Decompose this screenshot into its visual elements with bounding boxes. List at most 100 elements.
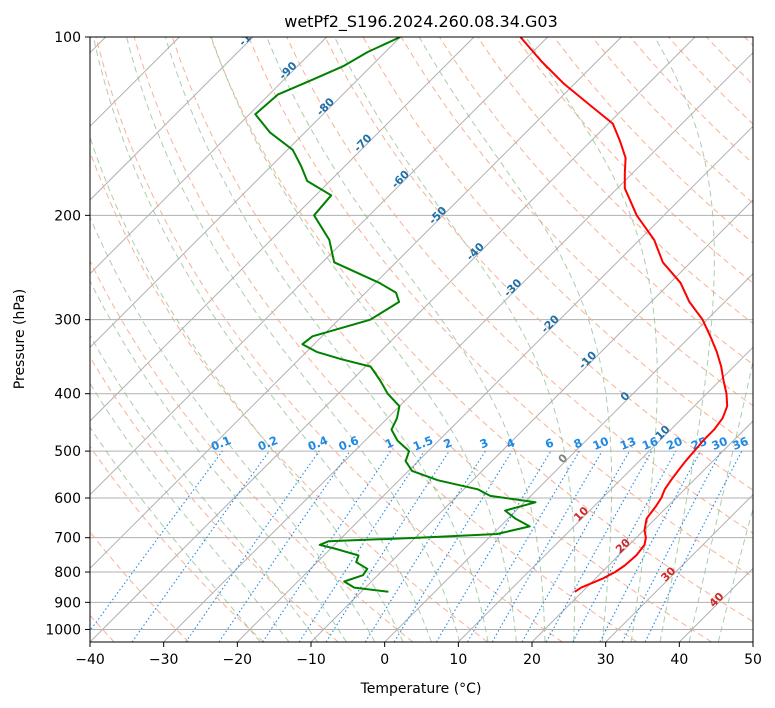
isotherm-line: [310, 199, 753, 642]
x-tick-label: −20: [223, 652, 253, 668]
dry-adiabat-line: [90, 445, 264, 642]
dry-adiabat-line: [744, 37, 753, 47]
moist-adiabat-line: [525, 37, 658, 642]
moist-adiabat-line: [90, 382, 290, 642]
y-tick-label: 400: [54, 387, 81, 403]
dry-adiabat-line: [90, 531, 190, 642]
x-tick-label: 20: [523, 652, 541, 668]
dry-adiabat-line: [95, 37, 563, 642]
isotherm-label: -60: [389, 167, 412, 190]
x-tick-label: 10: [449, 652, 467, 668]
isotherm-label: -70: [351, 131, 374, 154]
mixing-ratio-label: 1.5: [411, 433, 435, 454]
isotherm-line: [457, 346, 753, 642]
mixing-ratio-label: 2: [441, 435, 454, 451]
temperature-profile-line: [519, 37, 729, 593]
dry-adiabats: [90, 37, 753, 642]
plot-area: 0.1 0.2 0.4 0.6 1 1.5 2 3 4 6 8 10 13 16 20 25 30 36100-1…: [90, 37, 753, 642]
isotherm-line: [90, 37, 254, 201]
mixing-ratio-line: [545, 450, 653, 642]
isotherm-line: [531, 420, 753, 642]
y-tick-label: 100: [54, 30, 81, 46]
mixing-ratio-label: 20: [664, 434, 684, 453]
lower-isotherm-label: 10: [571, 504, 591, 524]
isotherm-line: [678, 567, 753, 642]
mixing-ratio-line: [218, 450, 351, 642]
mixing-ratio-label: 1: [383, 435, 396, 451]
moist-adiabat-line: [126, 37, 461, 642]
dry-adiabat-line: [248, 37, 753, 578]
dewpoint-profile-line: [254, 37, 537, 593]
y-tick-label: 800: [54, 565, 81, 581]
dry-adiabat-line: [515, 37, 753, 284]
isotherm-line: [90, 37, 696, 642]
mixing-ratio-label: 13: [618, 434, 638, 453]
dry-adiabat-line: [324, 37, 753, 491]
moist-adiabat-line: [90, 215, 376, 642]
isotherm-line: [236, 125, 753, 642]
x-axis-label: Temperature (°C): [360, 681, 482, 697]
mixing-ratio-line: [262, 450, 392, 642]
profile-lines: [254, 37, 729, 593]
isotherm-label: -90: [276, 59, 299, 82]
isotherm-label: -80: [314, 95, 337, 118]
moist-adiabat-line: [92, 37, 432, 642]
x-tick-label: 40: [670, 652, 688, 668]
dry-adiabat-line: [668, 37, 753, 125]
dry-adiabat-line: [90, 150, 488, 642]
isotherm-line: [605, 493, 753, 642]
mixing-ratio-label: 3: [478, 435, 491, 451]
mixing-ratio-line: [644, 450, 743, 642]
x-axis-ticks: −40 −30 −20 −10 0 10 20 30 40 50: [75, 642, 762, 668]
isotherm-line: [90, 37, 401, 349]
isotherm-label: -30: [501, 276, 524, 299]
moist-adiabat-line: [418, 37, 613, 642]
x-tick-label: 30: [597, 652, 615, 668]
y-tick-label: 300: [54, 313, 81, 329]
moist-adiabat-line: [688, 358, 753, 642]
moist-adiabat-line: [210, 37, 517, 642]
mixing-ratio-line: [185, 450, 320, 642]
moist-adiabat-line: [90, 426, 261, 642]
isotherm-line: [90, 37, 549, 496]
dry-adiabat-line: [90, 356, 339, 642]
y-tick-label: 700: [54, 531, 81, 547]
mixing-ratio-label: 8: [572, 435, 585, 451]
x-tick-label: 0: [380, 652, 389, 668]
isotherm-lines: [90, 37, 753, 642]
y-tick-label: 200: [54, 208, 81, 224]
moist-adiabat-line: [266, 37, 546, 642]
isotherm-line: [90, 37, 622, 570]
lower-isotherm-label: 30: [658, 564, 678, 584]
isotherm-label: -40: [464, 240, 487, 263]
isotherm-label: -10: [576, 348, 599, 371]
y-tick-label: 900: [54, 595, 81, 611]
isotherm-line: [90, 37, 328, 275]
isotherm-line: [163, 51, 753, 642]
chart-title: wetPf2_S196.2024.260.08.34.G03: [284, 12, 558, 32]
mixing-ratio-line: [298, 450, 425, 642]
mixing-ratio-label: 30: [709, 434, 729, 453]
mixing-ratio-line: [90, 450, 223, 632]
pressure-gridlines: [90, 37, 753, 630]
dry-adiabat-line: [286, 37, 753, 534]
mixing-ratio-label: 36: [730, 434, 750, 453]
y-axis-ticks: 100 200 300 400 500 600 700 800 900 1000: [45, 30, 90, 638]
moist-adiabat-line: [90, 135, 404, 642]
mixing-ratio-line: [572, 450, 677, 642]
dry-adiabat-line: [90, 259, 414, 642]
mixing-ratio-line: [521, 450, 630, 642]
y-axis-label: Pressure (hPa): [12, 289, 28, 389]
dry-adiabat-line: [706, 37, 753, 86]
mixing-ratio-label: 10: [591, 434, 611, 453]
x-tick-label: −10: [296, 652, 326, 668]
x-tick-label: −30: [149, 652, 179, 668]
x-tick-label: −40: [75, 652, 105, 668]
dry-adiabat-line: [171, 37, 712, 642]
lower-isotherm-label: 40: [707, 590, 727, 610]
mixing-ratio-line: [435, 450, 552, 642]
isotherm-line: [752, 641, 753, 642]
isotherm-line: [384, 272, 753, 642]
mixing-ratio-line: [131, 450, 270, 642]
